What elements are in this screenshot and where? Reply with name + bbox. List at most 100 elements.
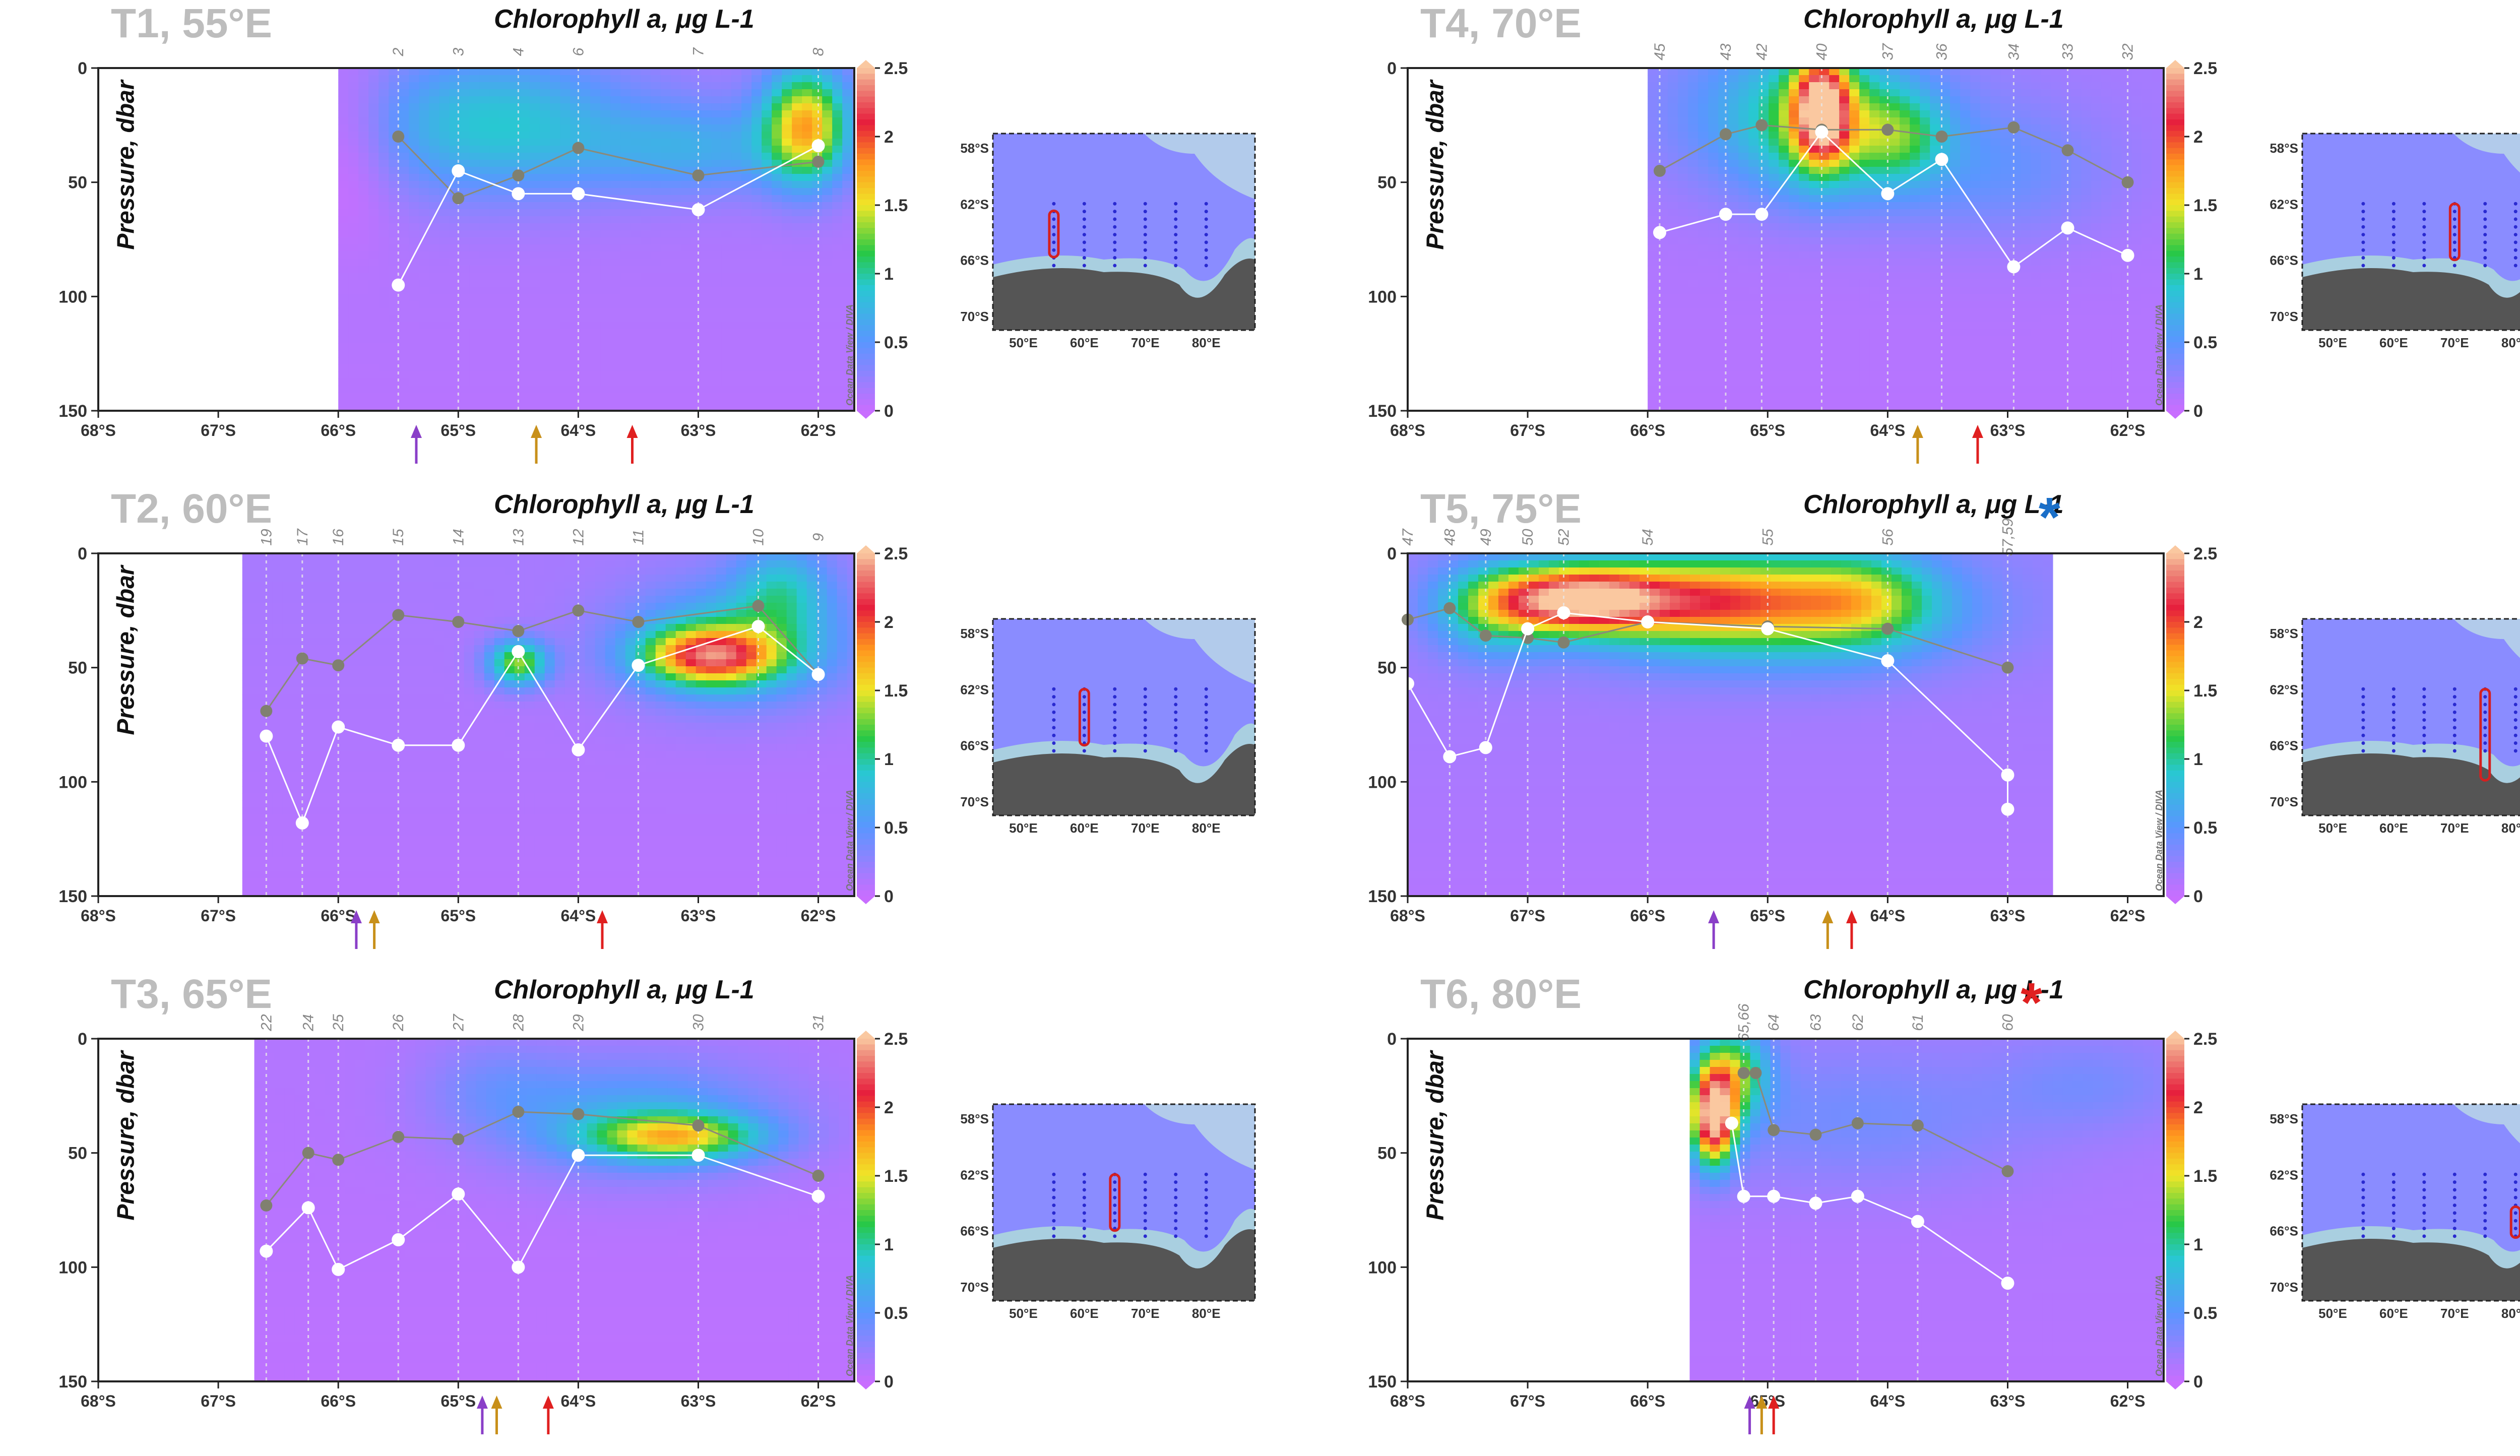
heatmap-cell [499, 167, 510, 174]
heatmap-cell [363, 779, 374, 787]
heatmap-cell [701, 160, 712, 167]
heatmap-cell [409, 75, 419, 83]
heatmap-cell [323, 857, 334, 864]
heatmap-cell [681, 336, 691, 344]
heatmap-cell [433, 702, 445, 709]
heatmap-cell [323, 673, 334, 681]
heatmap-cell [615, 631, 626, 639]
heatmap-cell [635, 582, 646, 589]
heatmap-cell [413, 567, 424, 575]
heatmap-cell [444, 772, 455, 780]
heatmap-cell [343, 786, 354, 794]
heatmap-cell [358, 167, 369, 174]
heatmap-cell [479, 371, 490, 379]
heatmap-cell [665, 687, 676, 695]
heatmap-cell [348, 400, 359, 407]
heatmap-cell [842, 167, 853, 174]
heatmap-cell [701, 132, 712, 139]
heatmap-cell [751, 68, 762, 76]
heatmap-cell [645, 744, 656, 751]
heatmap-cell [514, 596, 525, 603]
heatmap-cell [333, 638, 344, 646]
heatmap-cell [262, 673, 273, 681]
heatmap-cell [469, 329, 480, 337]
heatmap-cell [272, 617, 283, 624]
heatmap-cell [802, 280, 812, 287]
heatmap-cell [524, 829, 535, 836]
heatmap-cell [504, 723, 515, 730]
heatmap-cell [389, 103, 399, 111]
heatmap-cell [530, 230, 540, 238]
heatmap-cell [544, 582, 555, 589]
heatmap-cell [449, 209, 460, 217]
heatmap-cell [399, 223, 409, 231]
heatmap-cell [651, 89, 661, 97]
heatmap-cell [449, 378, 460, 386]
heatmap-cell [772, 160, 782, 167]
heatmap-cell [625, 843, 636, 850]
heatmap-cell [459, 350, 470, 358]
heatmap-cell [661, 308, 671, 315]
heatmap-cell [554, 638, 565, 646]
heatmap-cell [433, 666, 445, 674]
heatmap-cell [379, 209, 389, 217]
heatmap-field [242, 553, 854, 896]
heatmap-cell [489, 68, 500, 76]
heatmap-cell [554, 892, 565, 896]
heatmap-cell [534, 589, 545, 596]
heatmap-cell [358, 110, 369, 118]
heatmap-cell [534, 829, 545, 836]
heatmap-cell [585, 567, 596, 575]
heatmap-cell [580, 216, 591, 224]
heatmap-cell [812, 280, 823, 287]
heatmap-cell [484, 885, 495, 893]
heatmap-cell [706, 589, 717, 596]
inset-station-dot [1082, 210, 1086, 214]
heatmap-cell [353, 758, 364, 766]
heatmap-cell [691, 329, 702, 337]
heatmap-cell [721, 357, 732, 365]
heatmap-cell [292, 779, 303, 787]
heatmap-cell [540, 364, 550, 372]
heatmap-cell [610, 82, 621, 90]
heatmap-cell [474, 553, 485, 561]
heatmap-cell [379, 89, 389, 97]
heatmap-cell [610, 393, 621, 400]
heatmap-cell [832, 393, 843, 400]
inset-map [992, 133, 1256, 331]
heatmap-cell [444, 765, 455, 773]
heatmap-cell [534, 624, 545, 631]
heatmap-cell [379, 393, 389, 400]
heatmap-cell [343, 659, 354, 667]
heatmap-cell [459, 364, 470, 372]
heatmap-cell [605, 850, 616, 857]
heatmap-cell [635, 673, 646, 681]
heatmap-cell [413, 850, 424, 857]
heatmap-cell [429, 153, 439, 160]
heatmap-cell [696, 575, 707, 582]
heatmap-cell [323, 843, 334, 850]
heatmap-cell [741, 139, 752, 146]
heatmap-cell [464, 885, 475, 893]
heatmap-cell [681, 216, 691, 224]
heatmap-cell [741, 195, 752, 203]
heatmap-cell [373, 575, 384, 582]
heatmap-cell [585, 553, 596, 561]
heatmap-cell [499, 124, 510, 132]
heatmap-cell [651, 371, 661, 379]
heatmap-cell [822, 273, 833, 280]
heatmap-cell [484, 723, 495, 730]
heatmap-cell [564, 716, 576, 723]
heatmap-cell [751, 124, 762, 132]
heatmap-cell [393, 645, 404, 653]
heatmap-cell [701, 216, 712, 224]
heatmap-cell [282, 582, 293, 589]
heatmap-cell [675, 687, 686, 695]
heatmap-cell [711, 146, 722, 153]
heatmap-cell [590, 343, 601, 351]
heatmap-cell [520, 160, 530, 167]
heatmap-cell [399, 160, 409, 167]
heatmap-cell [413, 680, 424, 688]
heatmap-cell [353, 603, 364, 610]
heatmap-cell [772, 124, 782, 132]
